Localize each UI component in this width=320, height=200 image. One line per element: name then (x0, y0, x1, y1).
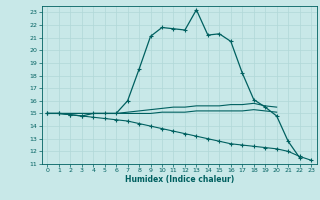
X-axis label: Humidex (Indice chaleur): Humidex (Indice chaleur) (124, 175, 234, 184)
